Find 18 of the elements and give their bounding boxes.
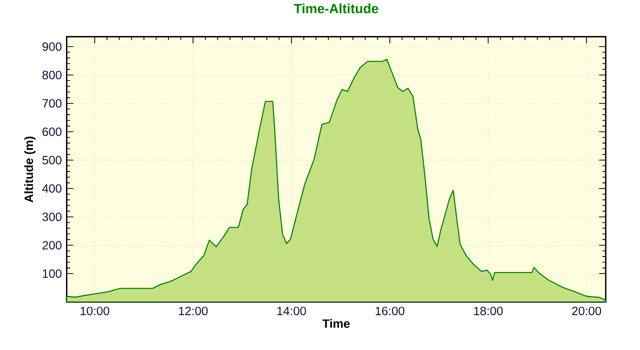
y-tick-label: 800 <box>42 70 62 80</box>
y-tick-label: 300 <box>42 212 62 222</box>
x-tick-label: 18:00 <box>474 306 503 316</box>
x-tick-label: 10:00 <box>80 306 110 316</box>
x-tick-label: 16:00 <box>376 306 404 316</box>
y-tick-label: 700 <box>42 99 62 108</box>
x-tick-label: 14:00 <box>277 306 306 316</box>
y-tick-label: 900 <box>42 42 62 51</box>
y-tick-label: 100 <box>42 269 62 278</box>
x-axis-title: Time <box>322 319 350 328</box>
y-tick-label: 200 <box>42 240 62 250</box>
chart-title: Time-Altitude <box>294 4 378 14</box>
y-tick-label: 500 <box>42 156 62 164</box>
y-tick-label: 600 <box>42 127 62 136</box>
x-tick-label: 20:00 <box>572 306 602 316</box>
x-tick-label: 12:00 <box>178 306 208 316</box>
y-axis-title: Altitude (m) <box>24 136 36 202</box>
y-tick-label: 400 <box>42 184 62 193</box>
